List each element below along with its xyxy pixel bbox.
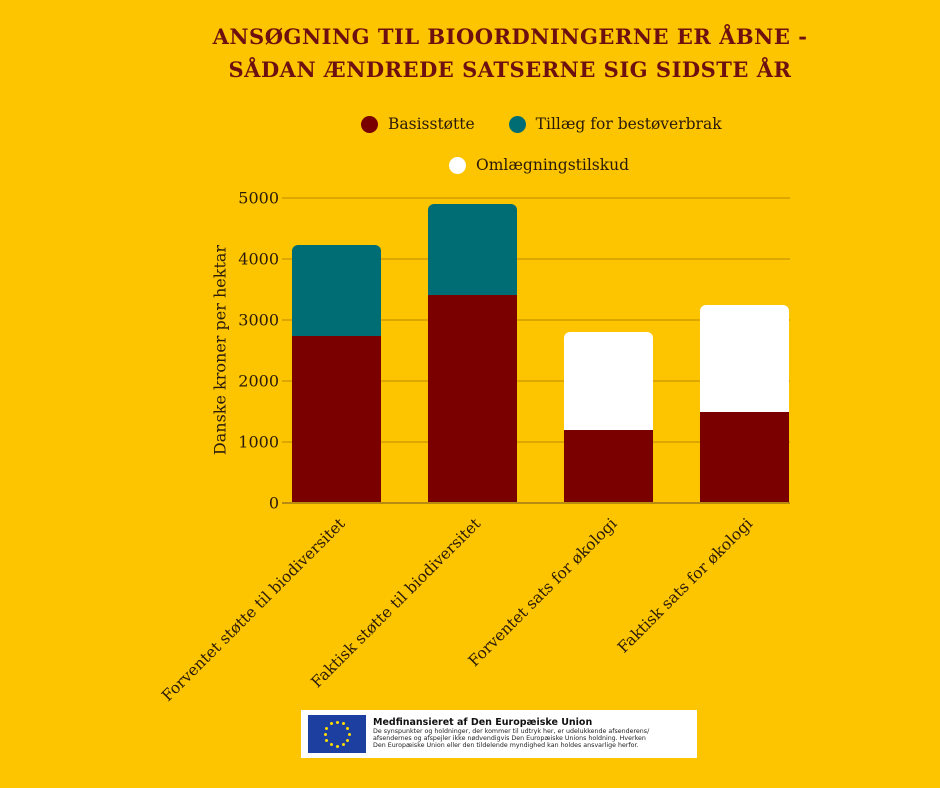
gridline — [282, 319, 790, 321]
eu-flag-icon — [308, 715, 366, 753]
bar-segment — [292, 335, 381, 503]
star-icon — [335, 720, 339, 724]
gridline — [282, 258, 790, 260]
star-icon — [335, 744, 339, 748]
y-tick-label: 4000 — [238, 249, 279, 269]
star-icon — [345, 726, 349, 730]
legend-item-omlaegning: Omlægningstilskud — [449, 156, 629, 174]
legend-label: Basisstøtte — [388, 115, 475, 133]
x-tick-label: Forventet sats for økologi — [464, 514, 621, 671]
star-icon — [329, 722, 333, 726]
star-icon — [325, 726, 329, 730]
basis-dot-icon — [361, 115, 378, 133]
title-line-2: SÅDAN ÆNDREDE SATSERNE SIG SIDSTE ÅR — [228, 57, 792, 82]
legend-item-tillaeg: Tillæg for bestøverbrak — [508, 115, 722, 133]
star-icon — [329, 742, 333, 746]
star-icon — [341, 742, 345, 746]
bar-segment — [428, 294, 517, 503]
star-icon — [347, 732, 351, 736]
footer-disclaimer-2: afsendernes og afspejler ikke nødvendigv… — [373, 734, 646, 742]
bar-segment — [564, 332, 653, 430]
bar-segment — [700, 411, 789, 503]
bar-segment — [428, 204, 517, 295]
title-line-1: ANSØGNING TIL BIOORDNINGERNE ER ÅBNE - — [212, 24, 808, 49]
y-axis-label: Danske kroner per hektar — [210, 244, 230, 456]
y-tick-label: 3000 — [238, 310, 279, 330]
bar-stack — [564, 332, 653, 503]
legend-row-1: Basisstøtte Tillæg for bestøverbrak — [361, 115, 722, 133]
footer-heading: Medfinansieret af Den Europæiske Union — [373, 717, 593, 729]
chart-title: ANSØGNING TIL BIOORDNINGERNE ER ÅBNE - S… — [170, 20, 850, 86]
bar-segment — [292, 244, 381, 336]
gridline — [282, 197, 790, 199]
x-tick-label: Faktisk sats for økologi — [614, 514, 757, 657]
legend-item-basis: Basisstøtte — [361, 115, 475, 133]
y-tick-label: 2000 — [238, 371, 279, 391]
footer-disclaimer-1: De synspunkter og holdninger, der kommer… — [373, 727, 650, 735]
y-tick-label: 0 — [268, 493, 279, 513]
bar-stack — [700, 304, 789, 503]
gridline — [282, 441, 790, 443]
omlaegning-dot-icon — [449, 156, 466, 174]
legend-label: Omlægningstilskud — [476, 156, 630, 174]
legend-row-2: Omlægningstilskud — [449, 156, 629, 174]
bar-stack — [292, 244, 381, 503]
star-icon — [345, 738, 349, 742]
tillaeg-dot-icon — [508, 115, 526, 133]
y-tick-label: 5000 — [238, 188, 279, 208]
gridline — [282, 380, 790, 382]
star-icon — [323, 732, 327, 736]
eu-cofunding-notice: Medfinansieret af Den Europæiske Union D… — [301, 710, 697, 758]
legend-label: Tillæg for bestøverbrak — [535, 115, 722, 133]
bar-segment — [564, 429, 653, 503]
star-icon — [325, 738, 329, 742]
bar-segment — [700, 304, 789, 412]
star-icon — [341, 722, 345, 726]
bar-stack — [428, 204, 517, 503]
y-tick-label: 1000 — [238, 432, 279, 452]
footer-disclaimer-3: Den Europæiske Union eller den tildelend… — [373, 741, 639, 749]
x-axis-baseline — [282, 502, 790, 504]
